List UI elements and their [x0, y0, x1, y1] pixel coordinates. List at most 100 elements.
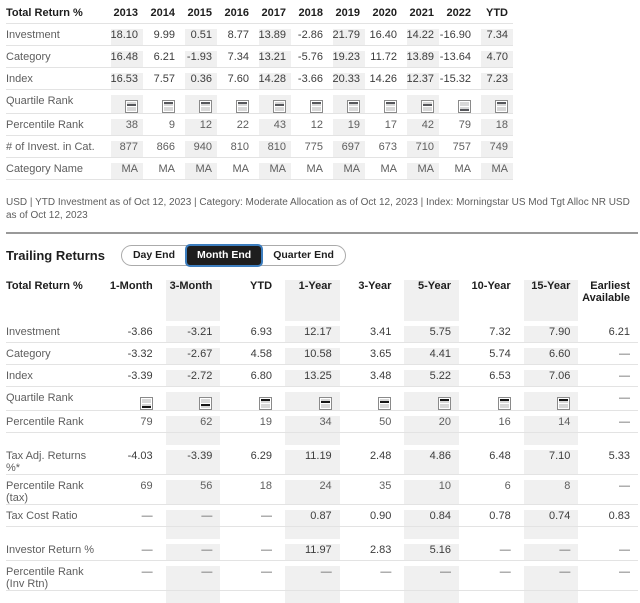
spacer-cell — [280, 591, 340, 603]
spacer-cell — [340, 433, 400, 445]
value-cell: 8.77 — [227, 29, 249, 41]
value-cell: — — [518, 544, 579, 560]
value-cell: 0.90 — [369, 510, 392, 522]
spacer-cell — [399, 591, 460, 603]
value-cell: MA — [158, 163, 176, 175]
value-cell: 7.10 — [518, 450, 579, 474]
value-cell: — — [261, 510, 273, 522]
value-cell: 16.40 — [369, 29, 397, 41]
table-row: Percentile Rank 79 62 19 34 50 20 16 14 — — [6, 411, 638, 433]
spacer-cell — [459, 591, 519, 603]
value-cell — [518, 392, 579, 410]
column-header: 2016 — [224, 7, 249, 19]
quartile-rank-icon — [259, 397, 273, 410]
section-divider — [6, 232, 638, 234]
value-cell: — — [160, 544, 221, 560]
value-cell: — — [141, 566, 153, 578]
column-header: 15-Year — [518, 280, 579, 309]
value-cell: -5.76 — [297, 51, 323, 63]
value-cell: 810 — [230, 141, 249, 153]
value-cell: -1.93 — [180, 51, 217, 67]
value-cell: 0.36 — [180, 73, 217, 89]
quartile-rank-icon — [421, 100, 434, 113]
trailing-returns-header: Trailing Returns Day End Month End Quarter… — [6, 243, 638, 267]
value-cell: MA — [232, 163, 250, 175]
value-cell: 6.80 — [250, 370, 273, 382]
value-cell: -2.67 — [160, 348, 221, 364]
row-label: Percentile Rank — [6, 119, 84, 131]
value-cell: 0.74 — [518, 510, 579, 526]
value-cell: 69 — [140, 480, 153, 492]
value-cell: 3.65 — [369, 348, 392, 360]
value-cell: MA — [254, 163, 291, 179]
value-cell: 18 — [476, 119, 513, 135]
value-cell: 6.21 — [608, 326, 631, 338]
spacer-cell — [459, 309, 519, 321]
column-header: 5-Year — [399, 280, 460, 309]
quartile-rank-icon — [199, 100, 212, 113]
column-header: 2014 — [150, 7, 175, 19]
value-cell: 16.48 — [106, 51, 143, 67]
table-spacer-row — [6, 591, 638, 603]
row-label: Tax Adj. Returns %* — [6, 450, 87, 474]
value-cell: MA — [402, 163, 439, 179]
value-cell — [280, 392, 340, 410]
value-cell: 7.23 — [476, 73, 513, 89]
row-label: Investment — [6, 29, 60, 41]
value-cell: 3.48 — [369, 370, 392, 382]
value-cell: 7.34 — [476, 29, 513, 45]
value-cell: 43 — [254, 119, 291, 135]
value-cell: 11.72 — [370, 51, 397, 63]
spacer-cell — [399, 433, 460, 445]
value-cell: 6.53 — [489, 370, 511, 382]
annual-returns-footnote: USD | YTD Investment as of Oct 12, 2023 … — [6, 197, 630, 221]
value-cell: 0.51 — [180, 29, 217, 45]
value-cell: 5.74 — [489, 348, 511, 360]
table-row: Category 16.48 6.21 -1.93 7.34 13.21 -5.76 19.2… — [6, 46, 513, 68]
value-cell: 8 — [518, 480, 579, 504]
spacer-cell — [101, 591, 161, 603]
value-cell: 4.58 — [250, 348, 273, 360]
value-cell: — — [261, 544, 273, 556]
value-cell: 7.34 — [227, 51, 249, 63]
value-cell: 13.21 — [254, 51, 291, 67]
value-cell: 2.48 — [369, 450, 392, 462]
value-cell: 14 — [518, 416, 579, 432]
value-cell: 11.19 — [280, 450, 340, 474]
toggle-option-month-end[interactable]: Month End — [184, 243, 264, 267]
table-row: Investor Return % — — — 11.97 2.83 5.16 — — — — [6, 539, 638, 561]
value-cell: 5.33 — [608, 450, 631, 462]
quartile-rank-icon — [310, 100, 323, 113]
value-cell — [399, 392, 460, 410]
value-cell: — — [619, 480, 631, 492]
toggle-option-quarter-end[interactable]: Quarter End — [262, 246, 345, 264]
value-cell: 38 — [106, 119, 143, 135]
value-cell: 0.83 — [608, 510, 631, 522]
column-header: 10-Year — [471, 280, 511, 292]
value-cell: 19 — [259, 416, 273, 428]
value-cell — [160, 392, 221, 410]
table-row: Percentile Rank 38 9 12 22 43 12 19 17 42 79 18 — [6, 114, 513, 136]
row-label: Investor Return % — [6, 544, 95, 556]
column-header: 2015 — [187, 7, 212, 19]
period-end-toggle: Day End Month End Quarter End — [120, 243, 346, 267]
value-cell: — — [399, 566, 460, 590]
table-row: Tax Adj. Returns %* -4.03 -3.39 6.29 11.19 2.… — [6, 445, 638, 475]
value-cell: 13.25 — [280, 370, 340, 386]
spacer-cell — [578, 591, 638, 603]
value-cell: 10.58 — [280, 348, 340, 364]
spacer-cell — [220, 433, 280, 445]
quartile-rank-icon — [125, 100, 138, 113]
table-row: Index -3.39 -2.72 6.80 13.25 3.48 5.22 6.53 7.06… — [6, 365, 638, 387]
value-cell: MA — [454, 163, 472, 175]
spacer-cell — [101, 433, 161, 445]
table-header-row: Total Return % 2013 2014 2015 2016 2017 2018 20… — [6, 2, 513, 24]
toggle-option-day-end[interactable]: Day End — [122, 246, 186, 264]
quartile-rank-icon — [199, 397, 213, 410]
trailing-returns-table: Total Return % 1-Month 3-Month YTD 1-Year 3-Y… — [6, 275, 638, 603]
value-cell: -13.64 — [439, 51, 471, 63]
value-cell — [291, 95, 328, 113]
corner-label: Total Return % — [6, 7, 83, 19]
spacer-cell — [220, 527, 280, 539]
value-cell: 749 — [476, 141, 513, 157]
